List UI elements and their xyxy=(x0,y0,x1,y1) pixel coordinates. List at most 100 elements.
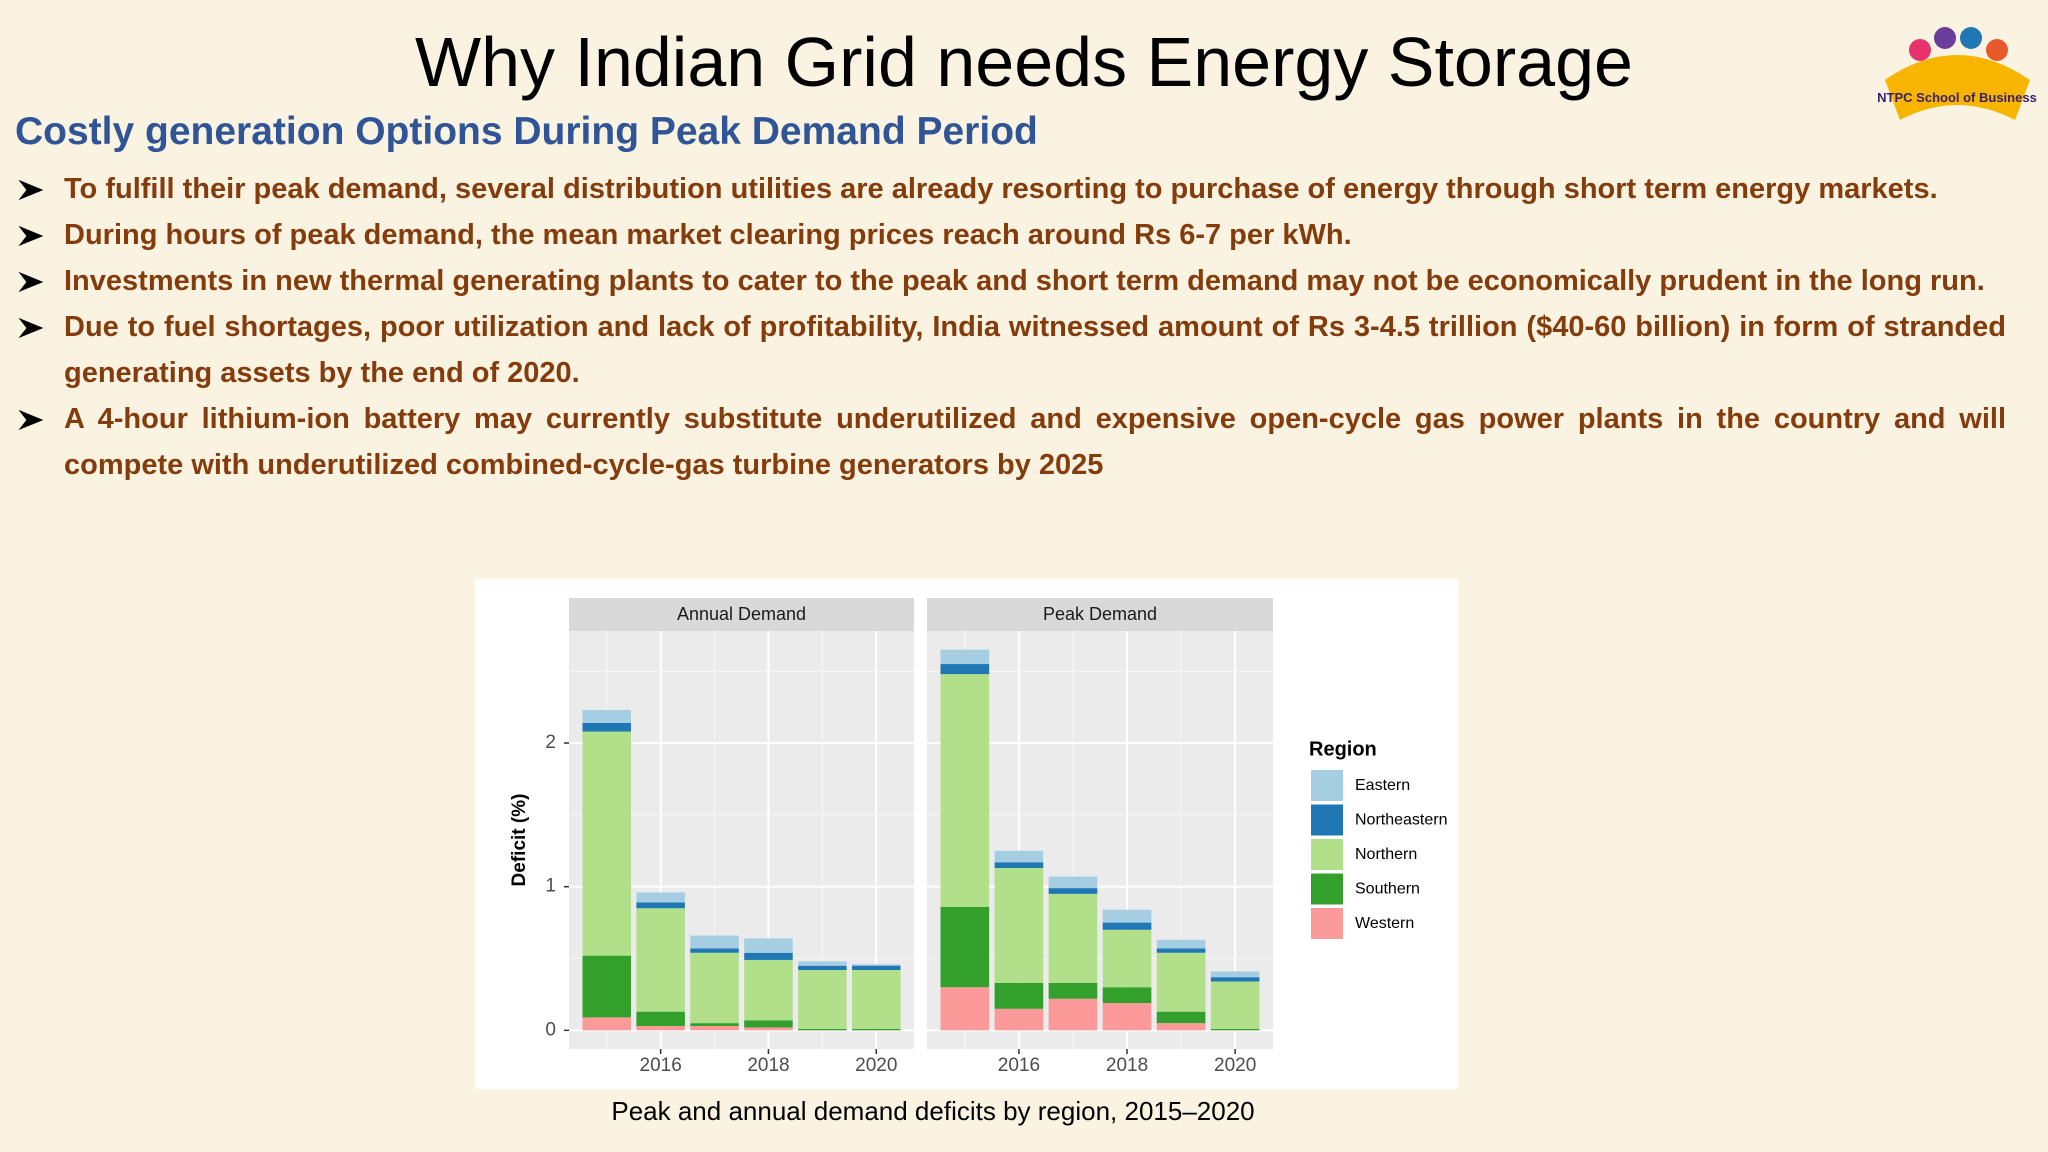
bar-segment xyxy=(636,1026,685,1031)
legend-key xyxy=(1311,804,1343,836)
bar-segment xyxy=(636,902,685,909)
bullet-arrow xyxy=(18,409,44,431)
bar-segment xyxy=(690,948,739,953)
logo-figure xyxy=(1960,27,1982,49)
y-tick-label: 2 xyxy=(545,732,556,753)
y-axis-label: Deficit (%) xyxy=(509,794,530,887)
bar-segment xyxy=(1102,909,1152,923)
bar-segment xyxy=(744,938,793,953)
bar-segment xyxy=(798,1028,847,1031)
bullet-text: A 4-hour lithium-ion battery may current… xyxy=(64,403,2006,481)
panel-strip xyxy=(927,598,1273,631)
bar-segment xyxy=(798,961,847,966)
logo-text: NTPC School of Business xyxy=(1877,90,2037,105)
bar-segment xyxy=(582,1017,631,1031)
bar-segment xyxy=(852,969,901,1029)
x-tick-label: 2016 xyxy=(998,1055,1040,1076)
bullet: Investments in new thermal generating pl… xyxy=(18,258,2006,304)
bar-segment xyxy=(582,955,631,1018)
y-tick-label: 1 xyxy=(545,876,556,897)
legend-key xyxy=(1311,839,1343,870)
bar-segment xyxy=(1048,982,1098,999)
x-tick-label: 2020 xyxy=(1214,1055,1256,1076)
bar-segment xyxy=(994,868,1044,983)
legend-title: Region xyxy=(1309,738,1377,760)
logo-figure xyxy=(1934,27,1956,49)
bullet: To fulfill their peak demand, several di… xyxy=(18,166,2006,212)
bar-segment xyxy=(1156,939,1206,949)
bullet-list: To fulfill their peak demand, several di… xyxy=(18,166,2006,488)
bar-segment xyxy=(1156,952,1206,1012)
bar-segment xyxy=(1210,977,1260,982)
bar-segment xyxy=(1210,1028,1260,1031)
panel-title: Annual Demand xyxy=(677,604,806,624)
bullet-text: Due to fuel shortages, poor utilization … xyxy=(64,311,2006,389)
logo: NTPC School of Business xyxy=(1877,27,2037,120)
bar-segment xyxy=(940,987,990,1031)
x-tick-label: 2016 xyxy=(640,1055,682,1076)
caption: Peak and annual demand deficits by regio… xyxy=(611,1096,1255,1126)
bar-segment xyxy=(1156,948,1206,953)
bar-segment xyxy=(582,710,631,723)
legend-label: Northern xyxy=(1355,846,1417,863)
bar-segment xyxy=(940,664,990,675)
bar-segment xyxy=(852,965,901,970)
bar-segment xyxy=(690,935,739,949)
bar-segment xyxy=(994,862,1044,869)
bar-segment xyxy=(636,1011,685,1027)
legend-label: Southern xyxy=(1355,881,1420,898)
bar-segment xyxy=(1102,1003,1152,1031)
bar-segment xyxy=(690,1026,739,1031)
bar-segment xyxy=(1048,998,1098,1031)
bar-segment xyxy=(636,908,685,1012)
legend-label: Northeastern xyxy=(1355,812,1448,829)
legend-key xyxy=(1311,908,1343,939)
logo-figure xyxy=(1986,39,2008,61)
panel-title: Peak Demand xyxy=(1043,604,1157,624)
bar-segment xyxy=(582,731,631,956)
y-tick-label: 0 xyxy=(545,1019,556,1040)
x-tick-label: 2020 xyxy=(855,1055,897,1076)
bar-segment xyxy=(636,892,685,903)
bar-segment xyxy=(1210,981,1260,1029)
bullet-arrow xyxy=(18,225,44,247)
x-tick-label: 2018 xyxy=(747,1055,789,1076)
panel-strip xyxy=(569,598,914,631)
logo-figure xyxy=(1909,39,1931,61)
bar-segment xyxy=(1102,929,1152,988)
bullet-arrow xyxy=(18,271,44,293)
bullet-arrow xyxy=(18,179,44,201)
x-tick-label: 2018 xyxy=(1106,1055,1148,1076)
bar-segment xyxy=(1210,971,1260,978)
bar-segment xyxy=(940,906,990,988)
bar-segment xyxy=(744,1027,793,1031)
bar-segment xyxy=(940,674,990,907)
bar-segment xyxy=(798,969,847,1029)
bar-segment xyxy=(744,1020,793,1028)
subtitle: Costly generation Options During Peak De… xyxy=(15,110,1038,153)
bar-segment xyxy=(744,952,793,960)
bullet-text: Investments in new thermal generating pl… xyxy=(64,265,1985,297)
bullet: A 4-hour lithium-ion battery may current… xyxy=(18,396,2006,488)
bar-segment xyxy=(1102,922,1152,930)
bullet: Due to fuel shortages, poor utilization … xyxy=(18,304,2006,396)
bar-segment xyxy=(1048,876,1098,889)
bar-segment xyxy=(1048,888,1098,894)
bar-segment xyxy=(1156,1011,1206,1024)
bullet-arrow xyxy=(18,317,44,339)
slide-title: Why Indian Grid needs Energy Storage xyxy=(415,23,1633,101)
bar-segment xyxy=(852,964,901,966)
bar-segment xyxy=(994,1008,1044,1031)
bar-segment xyxy=(1156,1023,1206,1031)
bar-segment xyxy=(582,722,631,732)
bar-segment xyxy=(994,850,1044,863)
legend-label: Eastern xyxy=(1355,777,1410,794)
bar-segment xyxy=(798,965,847,970)
bullet: During hours of peak demand, the mean ma… xyxy=(18,212,2006,258)
bullet-text: During hours of peak demand, the mean ma… xyxy=(64,219,1352,251)
bar-segment xyxy=(1102,987,1152,1004)
bar-segment xyxy=(1048,893,1098,983)
bar-segment xyxy=(690,952,739,1024)
